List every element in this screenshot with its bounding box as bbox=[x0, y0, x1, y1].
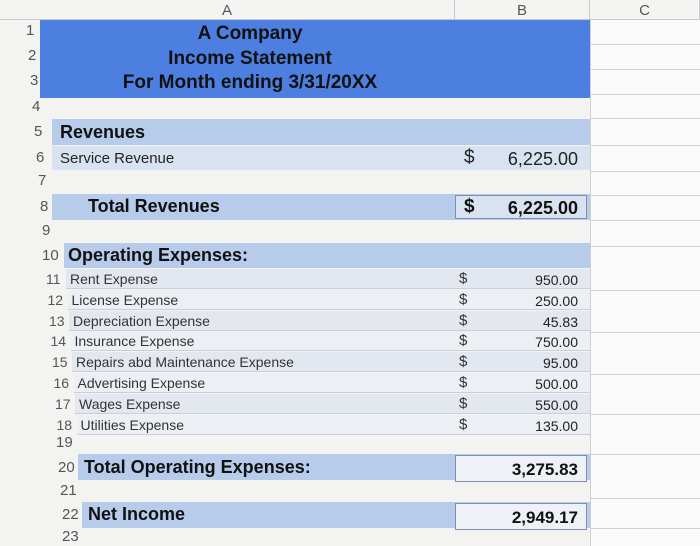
total-revenues-cell[interactable] bbox=[455, 195, 587, 219]
row-number: 18 bbox=[56, 417, 73, 433]
gridline bbox=[590, 290, 700, 291]
expense-row bbox=[73, 373, 590, 393]
gridline bbox=[590, 195, 700, 196]
row-number: 1 bbox=[26, 22, 35, 39]
expense-row bbox=[75, 394, 590, 414]
gridline bbox=[590, 498, 700, 499]
expense-row bbox=[66, 269, 590, 289]
gridline bbox=[590, 44, 700, 45]
row-number: 5 bbox=[34, 123, 43, 140]
row-number: 10 bbox=[42, 247, 59, 264]
gridline bbox=[590, 246, 700, 247]
expense-label: Utilities Expense bbox=[80, 417, 185, 433]
row-number: 3 bbox=[30, 72, 39, 89]
expense-amount[interactable]: 95.00 bbox=[542, 355, 578, 371]
net-income-amount[interactable]: 2,949.17 bbox=[511, 508, 578, 527]
expense-amount[interactable]: 750.00 bbox=[535, 334, 578, 350]
expense-label: License Expense bbox=[71, 292, 179, 308]
expense-label: Advertising Expense bbox=[77, 375, 206, 391]
expense-currency: $ bbox=[459, 416, 468, 433]
service-revenue-currency: $ bbox=[464, 147, 475, 168]
expense-currency: $ bbox=[459, 353, 468, 370]
expense-currency: $ bbox=[459, 374, 468, 391]
column-header-a[interactable]: A bbox=[0, 0, 455, 20]
expense-label: Repairs abd Maintenance Expense bbox=[76, 354, 294, 370]
gridline bbox=[590, 69, 700, 70]
row-number: 4 bbox=[32, 98, 41, 115]
expense-label: Insurance Expense bbox=[74, 333, 195, 349]
expense-row bbox=[70, 331, 590, 351]
expense-amount[interactable]: 550.00 bbox=[535, 397, 578, 413]
expense-label: Rent Expense bbox=[70, 271, 158, 287]
net-income-label: Net Income bbox=[88, 504, 186, 524]
row-number: 15 bbox=[52, 354, 68, 370]
row-number: 9 bbox=[42, 222, 51, 239]
net-income-cell[interactable] bbox=[455, 503, 587, 530]
gridline bbox=[590, 145, 700, 146]
expense-currency: $ bbox=[459, 312, 468, 329]
total-operating-expenses-label: Total Operating Expenses: bbox=[84, 457, 311, 477]
gridline bbox=[590, 332, 700, 333]
expense-amount[interactable]: 45.83 bbox=[542, 314, 578, 330]
expense-label: Depreciation Expense bbox=[73, 313, 210, 329]
row-number: 11 bbox=[46, 271, 61, 287]
expense-row bbox=[72, 352, 590, 372]
row-number: 16 bbox=[53, 375, 70, 391]
expense-amount[interactable]: 500.00 bbox=[535, 376, 578, 392]
statement-title: Income Statement bbox=[168, 48, 332, 69]
expense-currency: $ bbox=[459, 270, 468, 287]
expense-currency: $ bbox=[459, 291, 468, 308]
expense-row bbox=[76, 415, 590, 435]
service-revenue-label: Service Revenue bbox=[60, 150, 175, 167]
revenues-label: Revenues bbox=[60, 122, 146, 142]
row-number: 2 bbox=[28, 47, 37, 64]
row-number: 6 bbox=[36, 149, 45, 166]
company-name: A Company bbox=[197, 23, 303, 44]
gridline bbox=[590, 171, 700, 172]
expense-row bbox=[69, 311, 590, 331]
row-number: 17 bbox=[55, 396, 71, 412]
gridline bbox=[590, 374, 700, 375]
gridline bbox=[590, 414, 700, 415]
gridline bbox=[590, 118, 700, 119]
row-number: 20 bbox=[58, 459, 75, 476]
expense-currency: $ bbox=[459, 395, 468, 412]
revenues-band bbox=[52, 119, 590, 145]
gridline bbox=[590, 454, 700, 455]
gridline bbox=[590, 528, 700, 529]
expense-amount[interactable]: 950.00 bbox=[535, 272, 578, 288]
expense-currency: $ bbox=[459, 332, 468, 349]
operating-expenses-band bbox=[64, 243, 590, 268]
title-band bbox=[40, 20, 590, 98]
total-revenues-amount[interactable]: 6,225.00 bbox=[507, 198, 578, 218]
row-number: 14 bbox=[50, 333, 67, 349]
gridline bbox=[590, 94, 700, 95]
total-operating-expenses-cell[interactable] bbox=[455, 455, 587, 482]
total-operating-expenses-amount[interactable]: 3,275.83 bbox=[511, 460, 578, 479]
total-revenues-label: Total Revenues bbox=[88, 196, 220, 216]
column-c-area bbox=[590, 20, 700, 546]
expense-row bbox=[67, 290, 590, 310]
row-number: 7 bbox=[38, 172, 47, 189]
row-number: 23 bbox=[62, 528, 79, 545]
total-revenues-currency: $ bbox=[464, 196, 475, 217]
service-revenue-amount[interactable]: 6,225.00 bbox=[507, 149, 578, 169]
expense-amount[interactable]: 135.00 bbox=[535, 418, 578, 434]
column-header-c[interactable]: C bbox=[590, 0, 700, 20]
service-revenue-row bbox=[52, 146, 590, 170]
row-number: 21 bbox=[60, 482, 77, 499]
column-header-b[interactable]: B bbox=[455, 0, 590, 20]
row-number: 12 bbox=[47, 292, 64, 308]
row-number: 8 bbox=[40, 198, 49, 215]
row-number: 22 bbox=[62, 506, 79, 523]
row-number: 19 bbox=[56, 434, 73, 451]
row-number: 13 bbox=[49, 313, 65, 329]
expense-amount[interactable]: 250.00 bbox=[535, 293, 578, 309]
operating-expenses-label: Operating Expenses: bbox=[68, 245, 249, 265]
statement-period: For Month ending 3/31/20XX bbox=[122, 72, 378, 93]
gridline bbox=[590, 220, 700, 221]
expense-label: Wages Expense bbox=[79, 396, 181, 412]
